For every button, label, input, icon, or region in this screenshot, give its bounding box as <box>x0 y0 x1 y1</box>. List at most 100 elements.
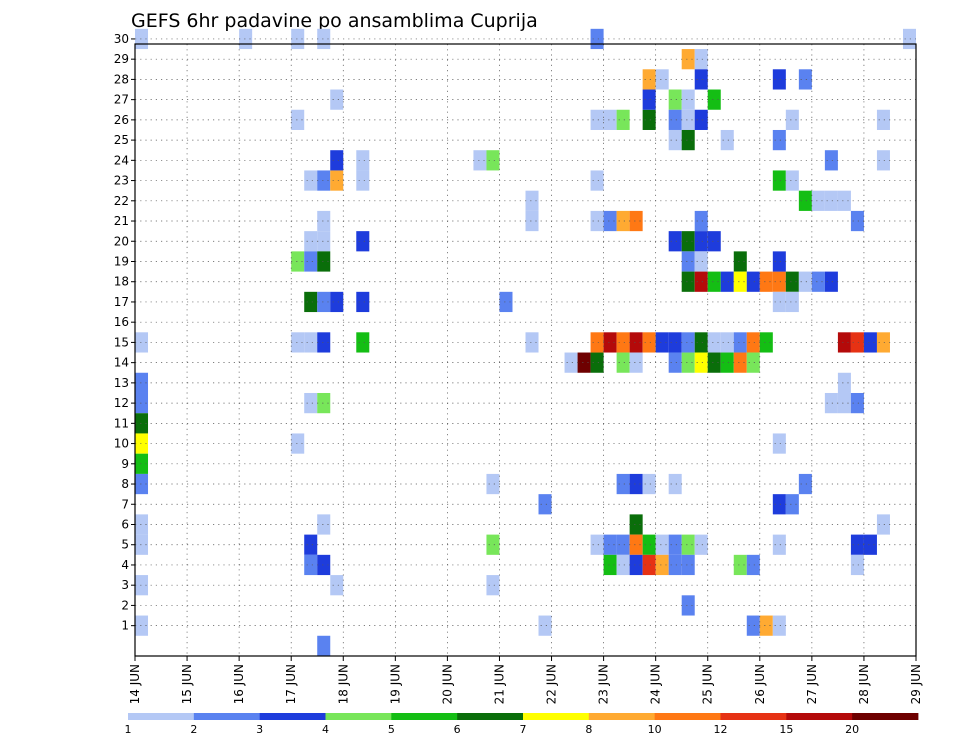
colorbar-label: 12 <box>714 723 728 736</box>
heatmap-cell <box>356 170 370 191</box>
heatmap-cell <box>603 332 617 353</box>
y-tick-label: 1 <box>121 619 129 633</box>
heatmap-cell <box>356 332 370 353</box>
y-tick-label: 28 <box>114 72 129 86</box>
y-tick-label: 8 <box>121 477 129 491</box>
heatmap-cell <box>798 190 812 211</box>
heatmap-cell <box>694 534 708 555</box>
heatmap-cell <box>707 271 721 292</box>
heatmap-cell <box>356 291 370 313</box>
heatmap-cell <box>681 231 695 252</box>
heatmap-cell <box>473 150 487 171</box>
x-tick-label: 26 JUN <box>753 664 767 704</box>
heatmap-cell <box>681 109 695 130</box>
heatmap-cell <box>304 251 318 272</box>
heatmap-cell <box>304 554 318 576</box>
heatmap-cell <box>330 89 344 110</box>
heatmap-cell <box>772 170 786 191</box>
heatmap-cell <box>863 332 877 353</box>
heatmap-cell <box>590 210 604 232</box>
x-tick-label: 18 JUN <box>336 664 350 704</box>
heatmap-cell <box>785 109 799 130</box>
heatmap-cell <box>486 575 500 596</box>
y-tick-label: 5 <box>121 538 129 552</box>
heatmap-cell <box>681 49 695 70</box>
x-tick-label: 14 JUN <box>128 664 142 704</box>
heatmap-cell <box>811 190 825 211</box>
y-tick-label: 18 <box>114 275 129 289</box>
colorbar-segment <box>588 713 656 720</box>
heatmap-cell <box>655 69 669 90</box>
heatmap-cell <box>759 271 773 292</box>
heatmap-cell <box>330 291 344 313</box>
heatmap-cell <box>668 231 682 252</box>
heatmap-cell <box>616 109 630 130</box>
heatmap-cell <box>603 210 617 232</box>
heatmap-cell <box>499 291 513 313</box>
heatmap-cell <box>525 190 539 211</box>
heatmap-cell <box>785 271 799 292</box>
heatmap-cell <box>876 109 890 130</box>
heatmap-cell <box>668 109 682 130</box>
colorbar-label: 1 <box>125 723 132 736</box>
colorbar-segment <box>259 713 326 720</box>
heatmap-cell <box>564 352 578 373</box>
heatmap-cell <box>694 332 708 353</box>
x-tick-label: 27 JUN <box>805 664 819 704</box>
heatmap-cell <box>850 332 864 353</box>
colorbar-label: 15 <box>779 723 793 736</box>
heatmap-cell <box>603 534 617 555</box>
colorbar-label: 6 <box>454 723 461 736</box>
colorbar-label: 5 <box>388 723 395 736</box>
heatmap-cell <box>759 332 773 353</box>
heatmap-cell <box>304 231 318 252</box>
y-tick-label: 4 <box>121 558 129 572</box>
y-tick-label: 14 <box>114 356 129 370</box>
heatmap-cell <box>824 190 838 211</box>
heatmap-cell <box>629 332 643 353</box>
heatmap-cell <box>772 534 786 555</box>
heatmap-cell <box>642 473 656 495</box>
heatmap-cell <box>720 129 734 151</box>
y-tick-label: 30 <box>114 32 129 46</box>
heatmap-cell <box>629 554 643 576</box>
heatmap-cell <box>525 210 539 232</box>
heatmap-cell <box>291 251 305 272</box>
y-tick-label: 25 <box>114 133 129 147</box>
colorbar-segment <box>523 713 590 720</box>
x-axis: 14 JUN 15 JUN 16 JUN 17 JUN 18 JUN 19 JUN 20 J… <box>128 656 923 704</box>
heatmap-cell <box>824 271 838 292</box>
heatmap-cell <box>642 69 656 90</box>
colorbar-segment <box>325 713 392 720</box>
heatmap-cell <box>642 554 656 576</box>
heatmap-cell <box>135 534 149 555</box>
heatmap-cell <box>681 89 695 110</box>
heatmap-cell <box>330 170 344 191</box>
heatmap-cell <box>837 190 851 211</box>
y-tick-label: 21 <box>114 214 129 228</box>
heatmap-cell <box>616 473 630 495</box>
heatmap-cell <box>746 352 760 373</box>
heatmap-cell <box>707 352 721 373</box>
heatmap-cell <box>590 28 604 50</box>
heatmap-cell <box>694 49 708 70</box>
heatmap-cell <box>772 433 786 454</box>
colorbar-segment <box>786 713 853 720</box>
heatmap-cell <box>733 352 747 373</box>
heatmap-cell <box>317 554 331 576</box>
heatmap-cell <box>681 129 695 151</box>
heatmap-cell <box>707 231 721 252</box>
colorbar-segment <box>128 713 195 720</box>
x-tick-label: 16 JUN <box>232 664 246 704</box>
heatmap-cell <box>135 413 149 434</box>
heatmap-cell <box>681 534 695 555</box>
heatmap-cell <box>746 332 760 353</box>
y-tick-label: 10 <box>114 437 129 451</box>
x-tick-label: 21 JUN <box>492 664 506 704</box>
heatmap-cell <box>486 534 500 555</box>
y-tick-label: 15 <box>114 335 129 349</box>
heatmap-cell <box>772 291 786 313</box>
heatmap-cell <box>538 615 552 636</box>
y-tick-label: 19 <box>114 254 129 268</box>
heatmap-cell <box>317 635 331 656</box>
